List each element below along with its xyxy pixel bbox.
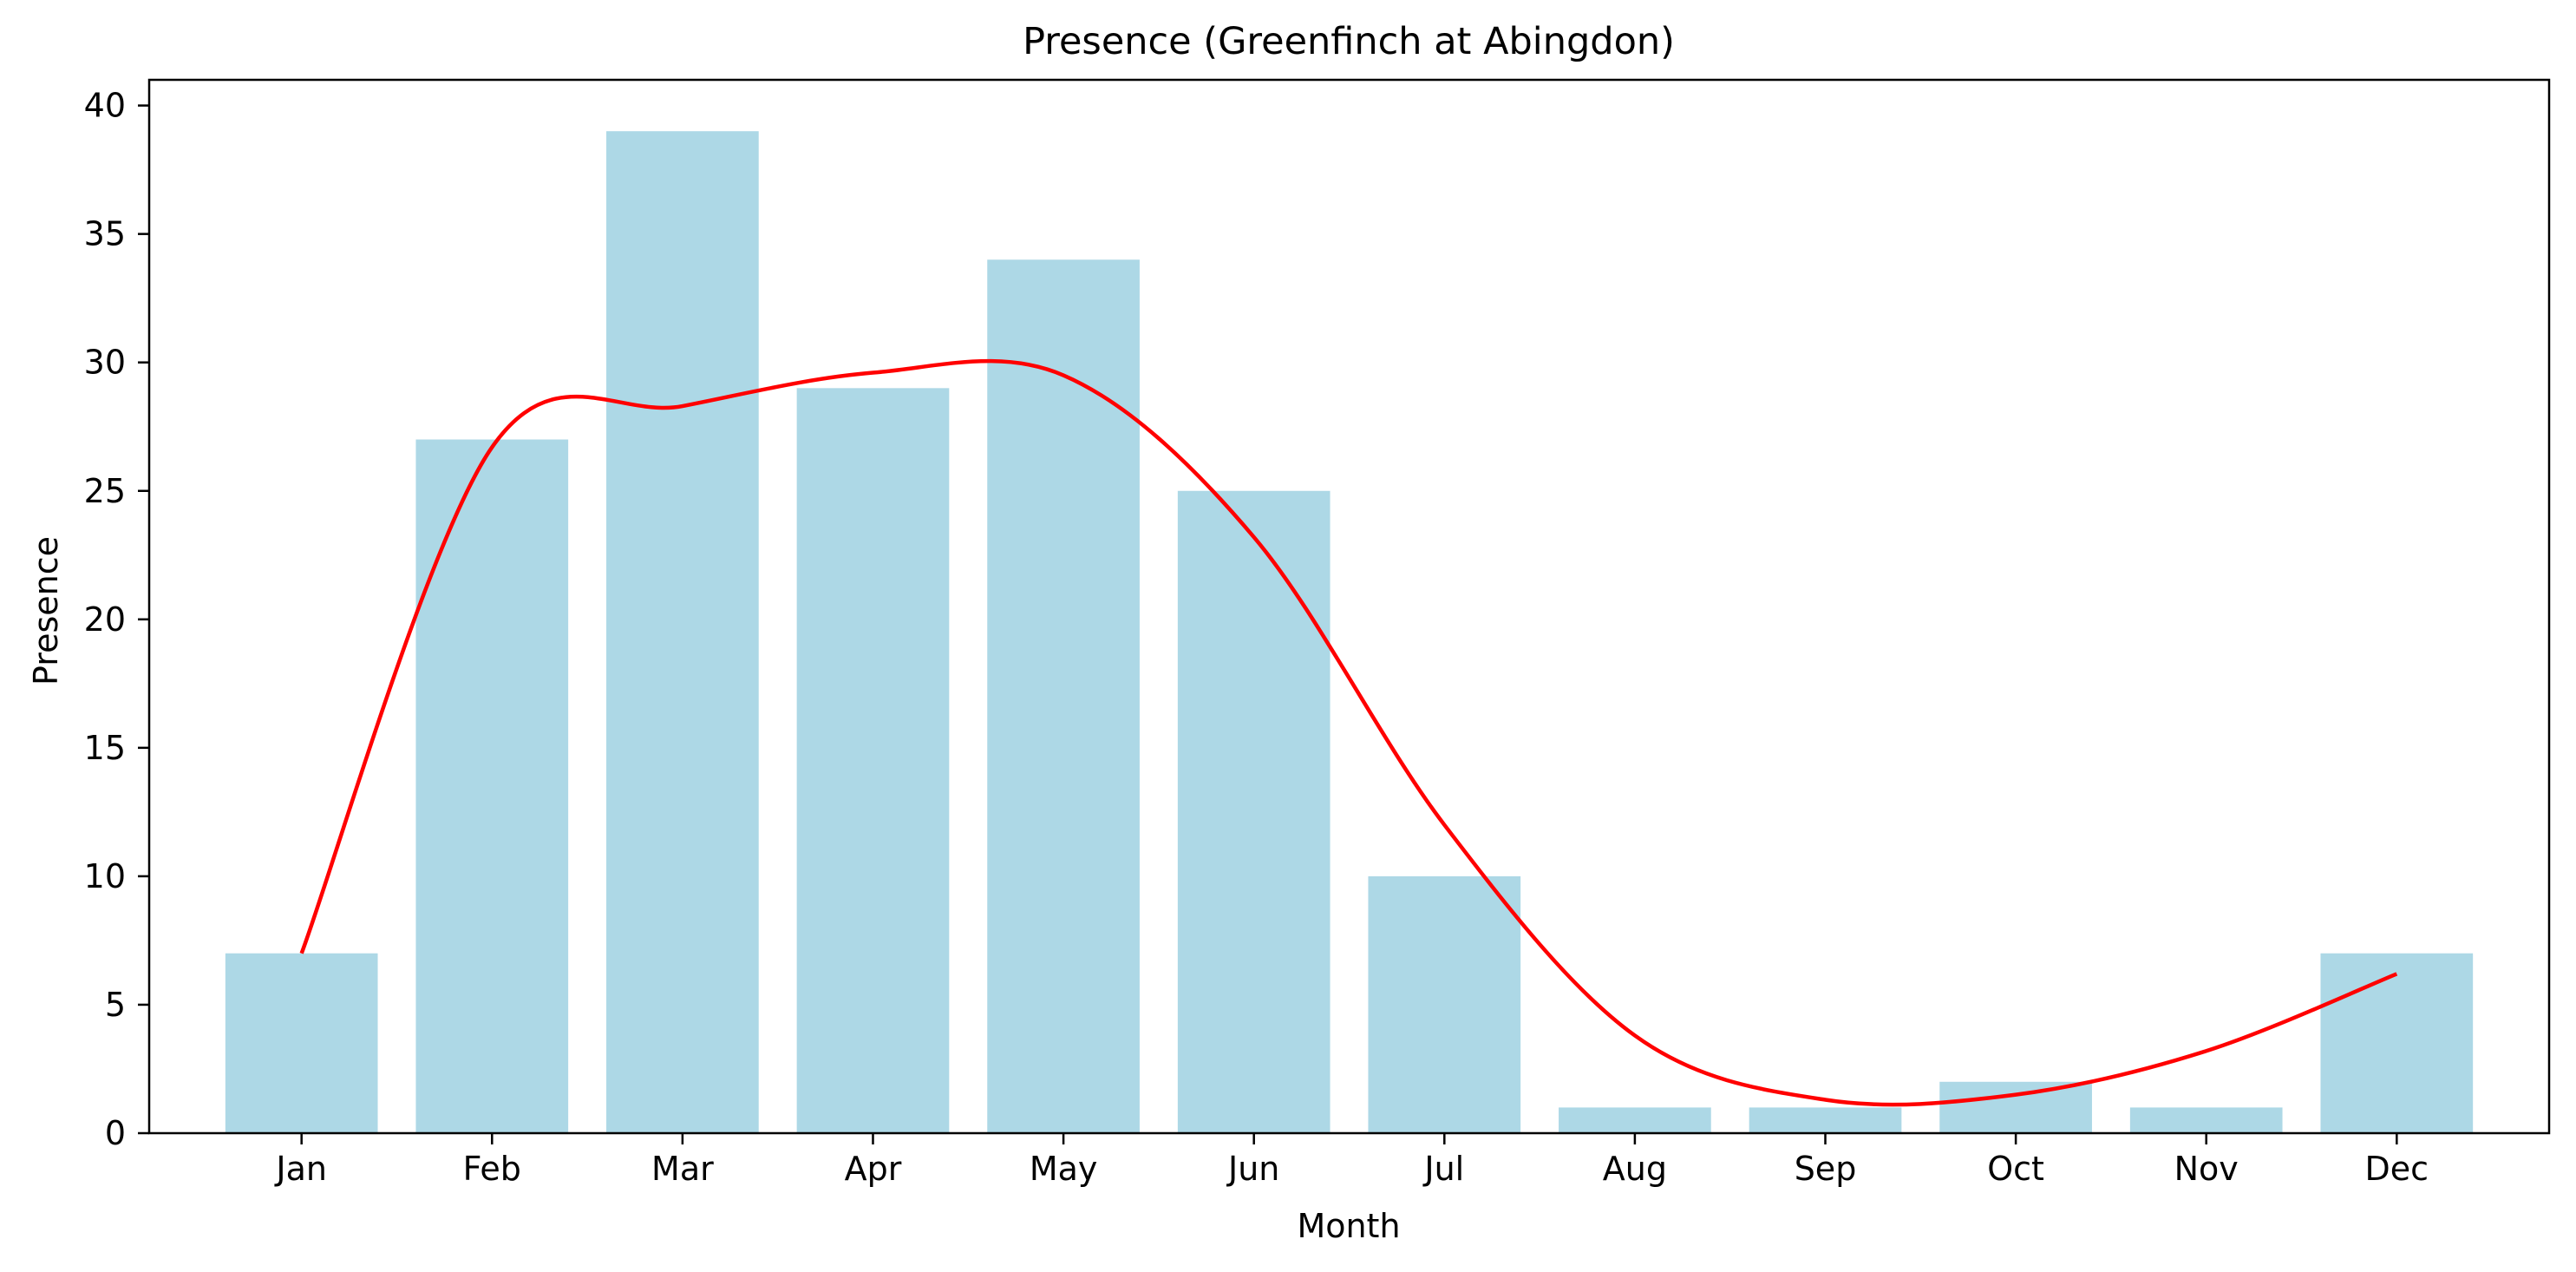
x-tick-label-oct: Oct [1987,1150,2044,1188]
x-tick-label-dec: Dec [2365,1150,2429,1188]
bar-jun [1177,490,1330,1133]
bar-apr [796,388,950,1133]
trend-line [299,358,2398,1107]
bar-feb [415,439,569,1133]
y-axis-label: Presence [27,536,65,685]
y-tick-label-25: 25 [84,472,126,510]
x-axis-label: Month [1297,1207,1400,1245]
y-tick-label-10: 10 [84,857,126,895]
y-tick-label-35: 35 [84,215,126,253]
x-axis: Jan Feb Mar Apr May Jun Jul Aug Sep Oct Nov Dec [274,1133,2429,1188]
bars [225,131,2474,1134]
y-axis: 0 5 10 15 20 25 30 35 40 [84,87,149,1152]
x-tick-label-aug: Aug [1603,1150,1667,1188]
y-tick-label-5: 5 [105,986,126,1024]
y-tick-label-0: 0 [105,1114,126,1152]
bar-aug [1559,1107,1711,1133]
x-tick-label-nov: Nov [2174,1150,2239,1188]
bar-jan [225,953,378,1133]
bar-nov [2129,1107,2283,1133]
bar-oct [1939,1081,2092,1133]
bar-dec [2320,953,2474,1133]
x-tick-label-jun: Jun [1226,1150,1279,1188]
x-tick-label-jan: Jan [274,1150,327,1188]
x-tick-label-may: May [1030,1150,1098,1188]
y-tick-label-20: 20 [84,600,126,639]
y-tick-label-15: 15 [84,729,126,767]
bar-mar [606,131,759,1134]
y-tick-label-30: 30 [84,344,126,382]
x-tick-label-feb: Feb [463,1150,521,1188]
x-tick-label-jul: Jul [1422,1150,1464,1188]
bar-sep [1749,1107,1902,1133]
bar-may [987,259,1140,1133]
x-tick-label-apr: Apr [845,1150,902,1188]
x-tick-label-mar: Mar [651,1150,714,1188]
chart-title: Presence (Greenfinch at Abingdon) [1023,20,1675,63]
y-tick-label-40: 40 [84,87,126,125]
bar-jul [1368,875,1521,1133]
x-tick-label-sep: Sep [1795,1150,1857,1188]
plot-frame [147,78,2551,1135]
